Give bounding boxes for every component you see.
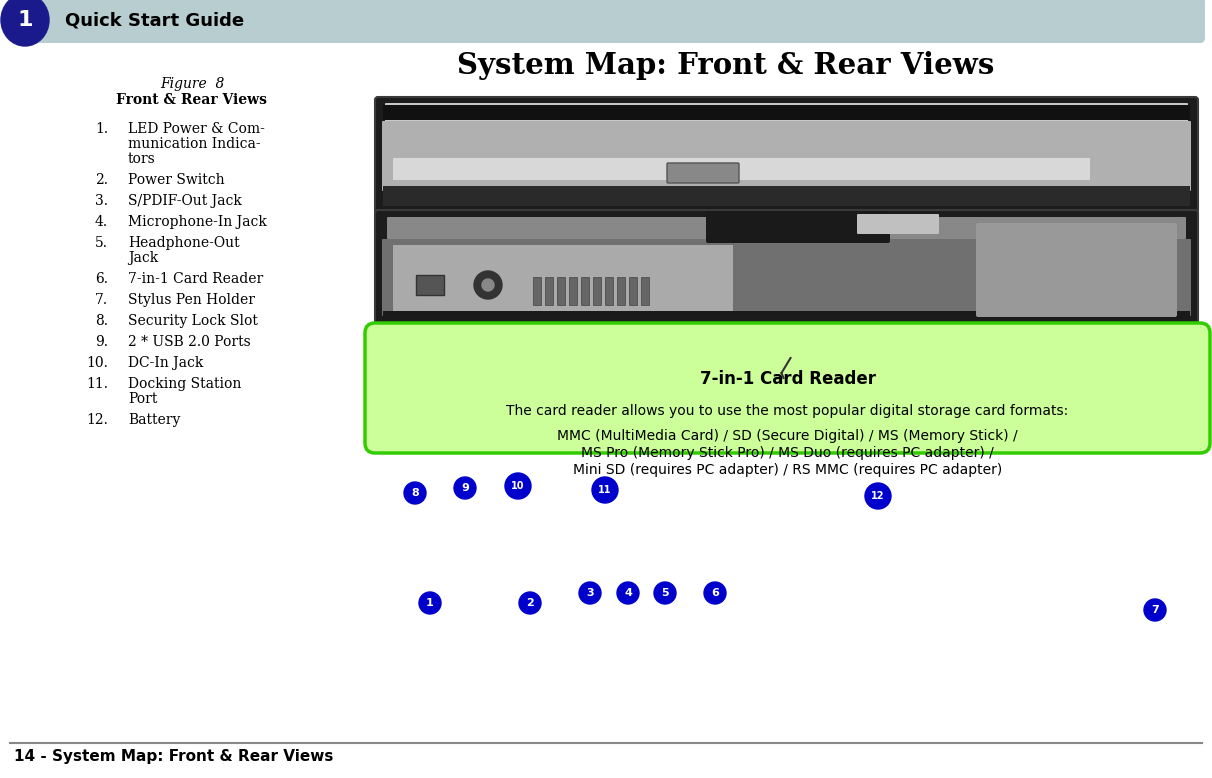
Text: Headphone-Out: Headphone-Out — [128, 236, 240, 250]
Text: Security Lock Slot: Security Lock Slot — [128, 314, 258, 328]
Text: Battery: Battery — [128, 413, 181, 427]
FancyBboxPatch shape — [393, 158, 1090, 180]
FancyBboxPatch shape — [416, 275, 444, 295]
FancyBboxPatch shape — [382, 239, 1191, 316]
Circle shape — [474, 271, 502, 299]
Circle shape — [505, 473, 531, 499]
Text: Mini SD (requires PC adapter) / RS MMC (requires PC adapter): Mini SD (requires PC adapter) / RS MMC (… — [573, 463, 1002, 477]
Text: 7-in-1 Card Reader: 7-in-1 Card Reader — [128, 272, 263, 286]
Bar — [545, 277, 553, 305]
FancyBboxPatch shape — [387, 217, 1187, 239]
Circle shape — [519, 592, 541, 614]
FancyBboxPatch shape — [365, 323, 1210, 453]
Text: 7-in-1 Card Reader: 7-in-1 Card Reader — [699, 370, 875, 388]
Text: 11: 11 — [599, 485, 612, 495]
Circle shape — [404, 482, 425, 504]
Text: Docking Station: Docking Station — [128, 377, 241, 391]
Text: 5: 5 — [662, 588, 669, 598]
Text: 12.: 12. — [86, 413, 108, 427]
Text: MS Pro (Memory Stick Pro) / MS Duo (requires PC adapter) /: MS Pro (Memory Stick Pro) / MS Duo (requ… — [581, 446, 994, 460]
Bar — [629, 277, 638, 305]
Text: MMC (MultiMedia Card) / SD (Secure Digital) / MS (Memory Stick) /: MMC (MultiMedia Card) / SD (Secure Digit… — [558, 429, 1018, 443]
Text: 2: 2 — [526, 598, 533, 608]
FancyBboxPatch shape — [382, 121, 1191, 191]
Text: Microphone-In Jack: Microphone-In Jack — [128, 215, 267, 229]
Bar — [641, 277, 648, 305]
Text: 10: 10 — [511, 481, 525, 491]
FancyBboxPatch shape — [393, 245, 733, 311]
Text: 7.: 7. — [95, 293, 108, 307]
Text: 9.: 9. — [95, 335, 108, 349]
Circle shape — [865, 483, 891, 509]
Text: 3.: 3. — [95, 194, 108, 208]
Text: System Map: Front & Rear Views: System Map: Front & Rear Views — [457, 51, 995, 79]
FancyBboxPatch shape — [375, 97, 1197, 213]
Text: munication Indica-: munication Indica- — [128, 137, 261, 151]
Text: 2.: 2. — [95, 173, 108, 187]
Text: 5.: 5. — [95, 236, 108, 250]
FancyBboxPatch shape — [707, 211, 890, 243]
Text: Front & Rear Views: Front & Rear Views — [116, 93, 268, 107]
Text: 11.: 11. — [86, 377, 108, 391]
Text: 4: 4 — [624, 588, 631, 598]
Text: 8: 8 — [411, 488, 419, 498]
Bar — [533, 277, 541, 305]
Circle shape — [704, 582, 726, 604]
Text: 4.: 4. — [95, 215, 108, 229]
FancyBboxPatch shape — [857, 214, 939, 234]
Bar — [617, 277, 625, 305]
Text: tors: tors — [128, 152, 156, 166]
Text: 3: 3 — [587, 588, 594, 598]
Text: 1.: 1. — [95, 122, 108, 136]
Circle shape — [591, 477, 618, 503]
Text: LED Power & Com-: LED Power & Com- — [128, 122, 265, 136]
Circle shape — [617, 582, 639, 604]
Text: 6.: 6. — [95, 272, 108, 286]
Text: Jack: Jack — [128, 251, 159, 265]
FancyBboxPatch shape — [30, 0, 1205, 43]
Bar — [568, 277, 577, 305]
Text: 1: 1 — [427, 598, 434, 608]
Text: 6: 6 — [711, 588, 719, 598]
Text: Port: Port — [128, 392, 158, 406]
FancyBboxPatch shape — [375, 210, 1197, 326]
Text: Quick Start Guide: Quick Start Guide — [65, 11, 244, 29]
FancyBboxPatch shape — [383, 105, 1190, 120]
Bar — [558, 277, 565, 305]
Text: DC-In Jack: DC-In Jack — [128, 356, 204, 370]
FancyBboxPatch shape — [383, 186, 1190, 206]
Text: 14 - System Map: Front & Rear Views: 14 - System Map: Front & Rear Views — [15, 749, 333, 765]
Bar — [593, 277, 601, 305]
FancyBboxPatch shape — [667, 163, 739, 183]
Text: Power Switch: Power Switch — [128, 173, 224, 187]
Text: 2 * USB 2.0 Ports: 2 * USB 2.0 Ports — [128, 335, 251, 349]
Text: 10.: 10. — [86, 356, 108, 370]
Text: Figure  8: Figure 8 — [160, 77, 224, 91]
Circle shape — [454, 477, 476, 499]
Text: 1: 1 — [17, 10, 33, 30]
Bar — [605, 277, 613, 305]
Circle shape — [654, 582, 676, 604]
Bar — [581, 277, 589, 305]
Circle shape — [1144, 599, 1166, 621]
Text: 9: 9 — [461, 483, 469, 493]
Text: Stylus Pen Holder: Stylus Pen Holder — [128, 293, 255, 307]
Circle shape — [579, 582, 601, 604]
Circle shape — [482, 279, 494, 291]
FancyBboxPatch shape — [385, 103, 1188, 123]
Circle shape — [419, 592, 441, 614]
Ellipse shape — [1, 0, 48, 46]
FancyBboxPatch shape — [976, 223, 1177, 317]
Text: The card reader allows you to use the most popular digital storage card formats:: The card reader allows you to use the mo… — [507, 404, 1069, 418]
FancyBboxPatch shape — [383, 311, 1190, 319]
Text: 7: 7 — [1151, 605, 1159, 615]
Text: 12: 12 — [871, 491, 885, 501]
Text: 8.: 8. — [95, 314, 108, 328]
Text: S/PDIF-Out Jack: S/PDIF-Out Jack — [128, 194, 242, 208]
